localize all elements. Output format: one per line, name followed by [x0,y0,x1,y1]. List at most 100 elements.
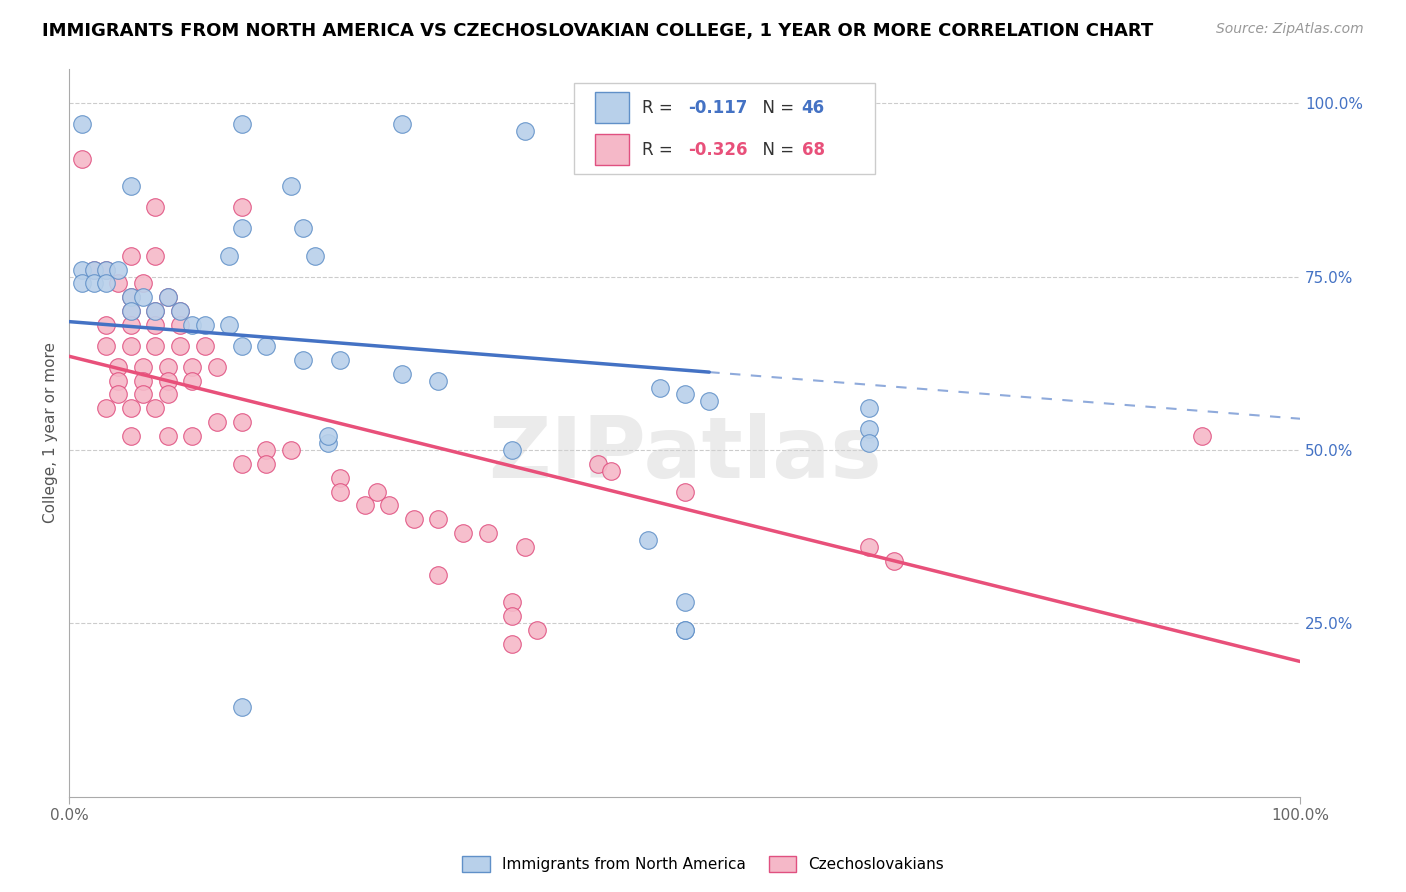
Point [181,429,204,443]
Point [858,401,880,416]
Point [107,277,129,291]
Point [96,277,118,291]
Point [194,318,217,332]
Point [588,457,610,471]
Point [70,277,93,291]
Point [501,637,523,651]
Point [156,374,179,388]
Point [181,359,204,374]
Point [120,401,142,416]
Point [513,124,536,138]
Text: R =: R = [641,141,678,159]
Text: -0.326: -0.326 [689,141,748,159]
Point [316,436,339,450]
Point [637,533,659,547]
Point [451,526,474,541]
Point [107,359,129,374]
Text: R =: R = [641,99,678,117]
Point [120,290,142,304]
Point [181,318,204,332]
Point [292,221,315,235]
Point [883,554,905,568]
Point [132,277,155,291]
Point [83,262,105,277]
Point [156,387,179,401]
Point [218,249,240,263]
Point [169,318,191,332]
Point [83,262,105,277]
Point [120,339,142,353]
Point [697,394,720,409]
Point [145,339,167,353]
Point [353,499,375,513]
Legend: Immigrants from North America, Czechoslovakians: Immigrants from North America, Czechoslo… [454,848,952,880]
Point [316,429,339,443]
Text: IMMIGRANTS FROM NORTH AMERICA VS CZECHOSLOVAKIAN COLLEGE, 1 YEAR OR MORE CORRELA: IMMIGRANTS FROM NORTH AMERICA VS CZECHOS… [42,22,1153,40]
Point [169,304,191,318]
FancyBboxPatch shape [595,93,630,123]
Point [132,359,155,374]
Point [673,624,696,638]
Point [329,352,352,367]
FancyBboxPatch shape [595,134,630,165]
Point [132,374,155,388]
Point [96,318,118,332]
Point [96,262,118,277]
Point [194,339,217,353]
Point [1191,429,1213,443]
Point [477,526,499,541]
Point [120,179,142,194]
Point [231,221,253,235]
Point [254,457,277,471]
Point [231,200,253,214]
Point [858,436,880,450]
FancyBboxPatch shape [574,83,876,174]
Point [107,387,129,401]
Text: 46: 46 [801,99,825,117]
Point [205,415,228,429]
Point [254,442,277,457]
Point [427,374,450,388]
Point [83,277,105,291]
Point [858,422,880,436]
Point [231,699,253,714]
Text: 68: 68 [801,141,824,159]
Point [205,359,228,374]
Point [366,484,388,499]
Point [501,442,523,457]
Point [648,380,671,394]
Point [132,290,155,304]
Y-axis label: College, 1 year or more: College, 1 year or more [44,343,58,523]
Point [120,304,142,318]
Point [501,609,523,624]
Point [120,429,142,443]
Point [96,401,118,416]
Point [231,415,253,429]
Point [70,152,93,166]
Point [391,117,413,131]
Point [673,624,696,638]
Point [673,387,696,401]
Point [107,262,129,277]
Text: -0.117: -0.117 [689,99,748,117]
Point [402,512,425,526]
Point [96,339,118,353]
Point [599,464,621,478]
Point [145,401,167,416]
Point [391,367,413,381]
Point [329,484,352,499]
Point [526,624,548,638]
Point [378,499,401,513]
Point [156,429,179,443]
Point [231,339,253,353]
Point [145,249,167,263]
Text: N =: N = [752,99,800,117]
Point [231,117,253,131]
Text: Source: ZipAtlas.com: Source: ZipAtlas.com [1216,22,1364,37]
Point [96,262,118,277]
Point [218,318,240,332]
Point [673,595,696,609]
Point [120,318,142,332]
Point [120,290,142,304]
Point [70,117,93,131]
